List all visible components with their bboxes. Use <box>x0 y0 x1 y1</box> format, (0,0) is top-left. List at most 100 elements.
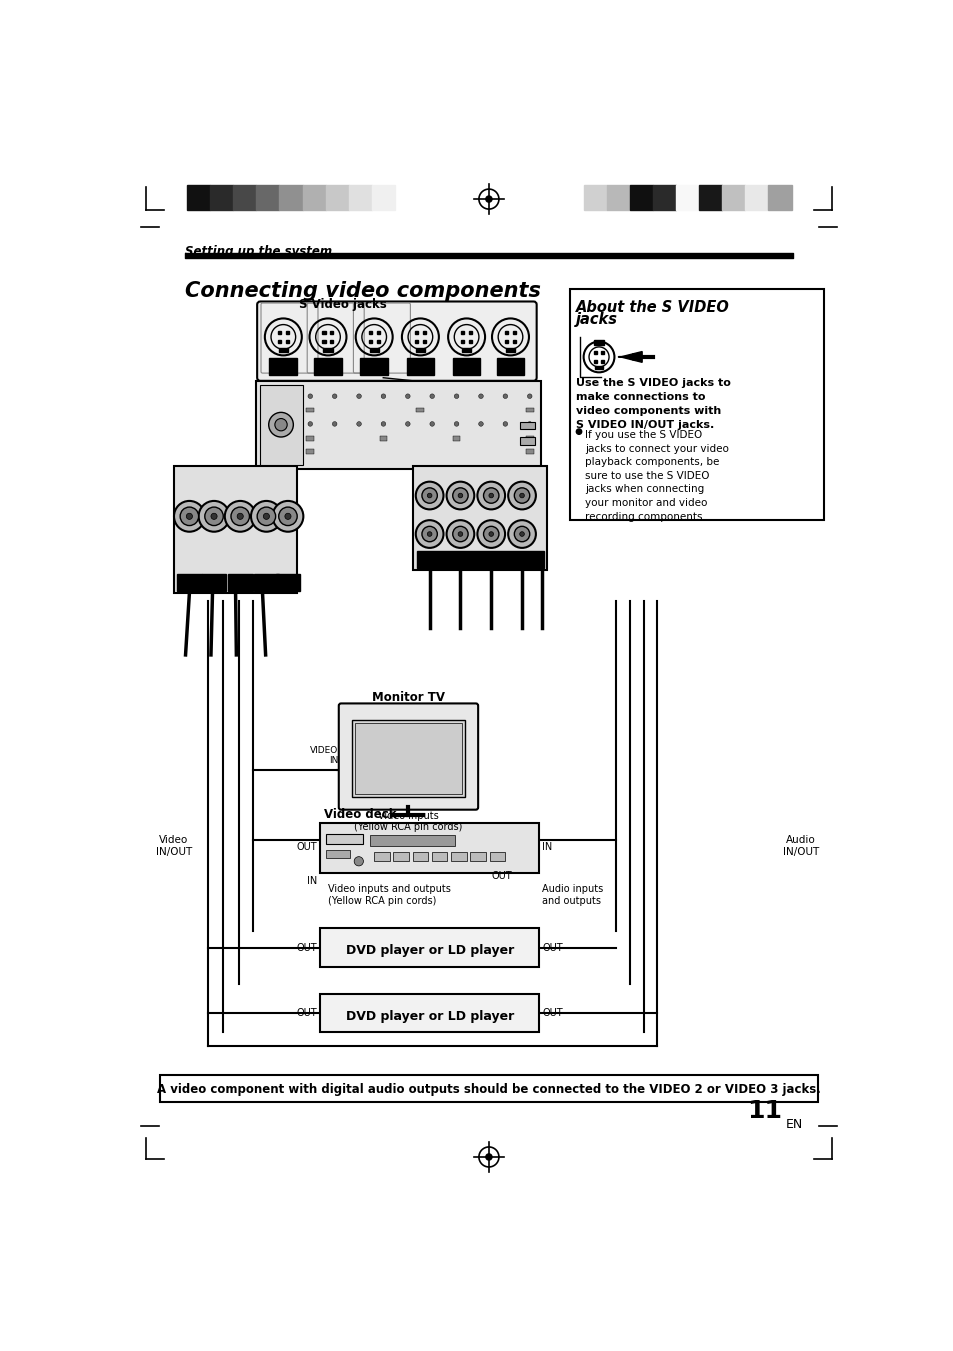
Text: About the S VIDEO: About the S VIDEO <box>576 300 729 315</box>
Bar <box>406 358 434 376</box>
Bar <box>699 185 721 209</box>
Bar <box>210 185 233 209</box>
Bar <box>413 852 428 862</box>
Circle shape <box>257 507 275 526</box>
Text: VIDEO
IN: VIDEO IN <box>310 746 337 766</box>
Text: IN: IN <box>307 877 317 886</box>
Bar <box>583 185 606 209</box>
Circle shape <box>356 394 361 399</box>
Circle shape <box>483 488 498 503</box>
Text: Video
IN/OUT: Video IN/OUT <box>155 835 192 857</box>
Circle shape <box>356 422 361 426</box>
Bar <box>352 720 464 797</box>
Bar <box>228 574 253 590</box>
Text: DVD player or LD player: DVD player or LD player <box>345 944 514 957</box>
Bar <box>505 349 515 351</box>
Circle shape <box>457 493 462 497</box>
Bar <box>314 358 341 376</box>
Circle shape <box>273 501 303 532</box>
Circle shape <box>269 412 293 436</box>
Bar <box>595 366 602 369</box>
Circle shape <box>502 422 507 426</box>
Text: Connecting video components: Connecting video components <box>185 281 540 301</box>
Bar <box>513 340 516 343</box>
Bar <box>369 349 378 351</box>
Bar <box>744 185 767 209</box>
Bar <box>306 436 314 440</box>
Circle shape <box>454 394 458 399</box>
Circle shape <box>488 532 493 536</box>
Bar <box>349 185 372 209</box>
Circle shape <box>519 493 524 497</box>
Circle shape <box>427 493 432 497</box>
Text: IN: IN <box>541 843 552 852</box>
Circle shape <box>285 513 291 519</box>
Circle shape <box>405 422 410 426</box>
Bar <box>415 331 417 334</box>
Bar <box>676 185 699 209</box>
Bar <box>594 359 597 362</box>
Bar <box>279 185 302 209</box>
Bar <box>320 994 538 1032</box>
Bar <box>326 851 349 858</box>
Bar <box>376 340 379 343</box>
Circle shape <box>237 513 243 519</box>
Bar <box>306 408 314 412</box>
Bar <box>275 574 300 590</box>
Text: DVD player or LD player: DVD player or LD player <box>345 1009 514 1023</box>
Text: If you use the S VIDEO
jacks to connect your video
playback components, be
sure : If you use the S VIDEO jacks to connect … <box>584 430 728 521</box>
Bar <box>269 358 297 376</box>
Bar <box>519 436 535 444</box>
Bar <box>286 331 289 334</box>
Bar <box>721 185 744 209</box>
Bar <box>489 852 504 862</box>
Bar <box>256 381 540 469</box>
Bar <box>469 331 472 334</box>
Bar <box>368 331 372 334</box>
Circle shape <box>485 1154 492 1161</box>
Circle shape <box>488 493 493 497</box>
Text: Use the S VIDEO jacks to
make connections to
video components with
S VIDEO IN/OU: Use the S VIDEO jacks to make connection… <box>576 378 730 431</box>
Bar <box>460 331 464 334</box>
Bar <box>302 185 325 209</box>
Circle shape <box>308 422 313 426</box>
Text: Video deck: Video deck <box>324 808 396 821</box>
Circle shape <box>453 488 468 503</box>
Bar <box>569 289 823 520</box>
Circle shape <box>446 482 474 509</box>
Circle shape <box>430 422 434 426</box>
Bar <box>600 351 603 354</box>
Circle shape <box>527 394 532 399</box>
Circle shape <box>453 527 468 542</box>
Bar <box>256 185 279 209</box>
Text: Video inputs
(Yellow RCA pin cords): Video inputs (Yellow RCA pin cords) <box>354 811 462 832</box>
Bar <box>330 340 334 343</box>
Text: S Video jacks: S Video jacks <box>298 297 386 311</box>
Bar <box>177 574 201 590</box>
Circle shape <box>263 513 269 519</box>
Text: OUT: OUT <box>296 843 317 852</box>
Circle shape <box>278 507 297 526</box>
Bar <box>432 852 447 862</box>
Text: OUT: OUT <box>491 871 512 881</box>
Bar <box>606 185 629 209</box>
Circle shape <box>427 532 432 536</box>
Circle shape <box>416 482 443 509</box>
Bar <box>286 340 289 343</box>
Bar <box>525 408 533 412</box>
Bar <box>415 340 417 343</box>
Bar <box>600 359 603 362</box>
Circle shape <box>476 520 504 549</box>
Text: Monitor TV: Monitor TV <box>371 692 444 704</box>
Bar <box>504 340 508 343</box>
Bar <box>525 436 533 440</box>
Bar <box>372 185 395 209</box>
Circle shape <box>332 422 336 426</box>
Bar <box>322 331 325 334</box>
Bar <box>368 340 372 343</box>
Bar <box>187 185 210 209</box>
Circle shape <box>519 532 524 536</box>
Bar <box>253 574 278 590</box>
Circle shape <box>186 513 193 519</box>
Circle shape <box>225 501 255 532</box>
